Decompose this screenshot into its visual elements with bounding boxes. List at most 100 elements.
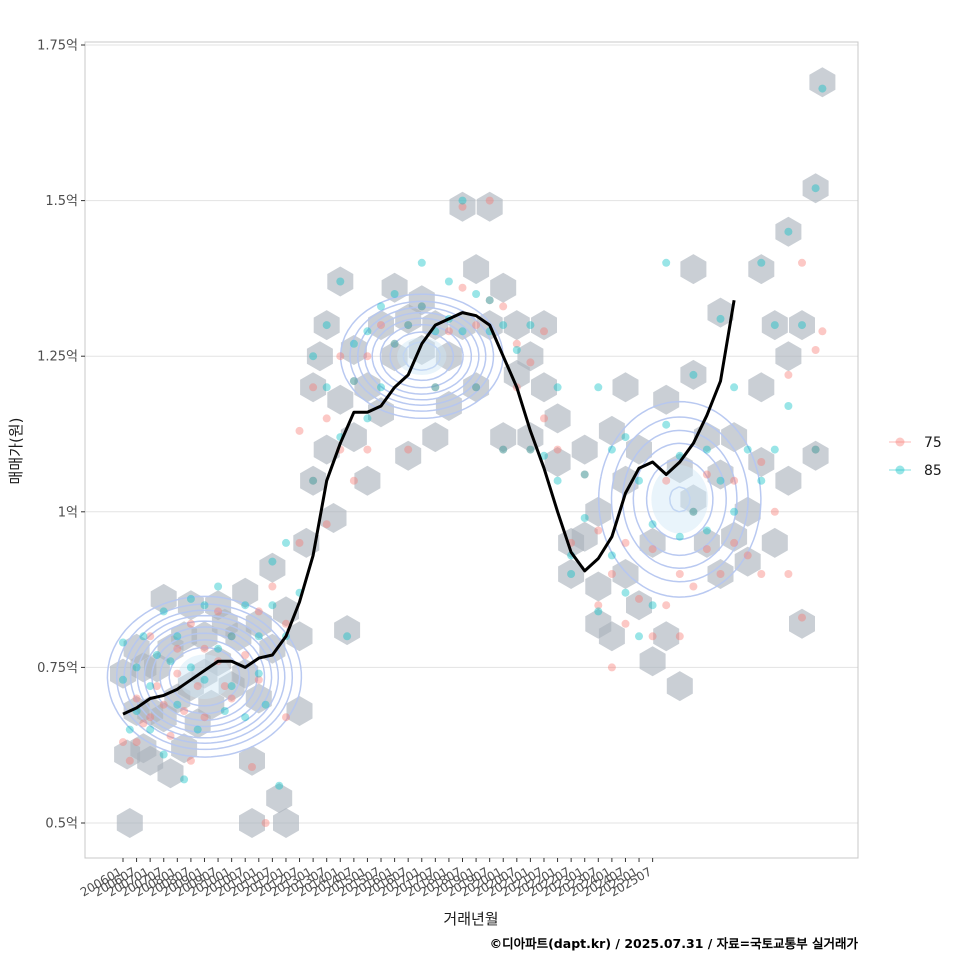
point-75 xyxy=(702,545,711,554)
y-axis: 0.5억 0.75억 1억 1.25억 1.5억 1.75억 xyxy=(37,39,85,832)
point-75 xyxy=(675,570,684,578)
point-85 xyxy=(607,445,616,454)
y-tick-label: 0.5억 xyxy=(45,817,78,832)
point-75 xyxy=(146,713,155,722)
point-85 xyxy=(254,632,263,641)
point-75 xyxy=(390,339,399,348)
panel-border xyxy=(84,41,859,859)
point-85 xyxy=(268,557,277,566)
point-75 xyxy=(526,358,535,367)
point-85 xyxy=(702,526,711,535)
point-75 xyxy=(743,551,752,560)
hexbin xyxy=(680,254,707,285)
point-75 xyxy=(125,756,134,765)
scatter-points xyxy=(119,84,827,827)
point-85 xyxy=(227,632,236,641)
point-85 xyxy=(784,402,793,410)
point-85 xyxy=(648,601,657,610)
hexbin xyxy=(761,310,788,341)
point-75 xyxy=(166,731,175,740)
point-75 xyxy=(431,383,440,392)
point-85 xyxy=(730,383,739,392)
point-85 xyxy=(377,383,385,392)
y-tick-label: 1.25억 xyxy=(37,350,78,365)
point-75 xyxy=(757,570,766,578)
hexbin xyxy=(490,422,517,453)
point-85 xyxy=(186,663,195,672)
point-85 xyxy=(648,520,657,529)
hexbin xyxy=(273,808,299,838)
point-75 xyxy=(186,756,195,765)
point-85 xyxy=(309,476,318,485)
point-75 xyxy=(662,601,671,610)
point-75 xyxy=(363,445,372,454)
point-75 xyxy=(607,663,616,672)
point-75 xyxy=(404,321,413,330)
point-85 xyxy=(119,638,127,647)
point-85 xyxy=(458,196,467,205)
hexbin xyxy=(558,559,585,589)
point-75 xyxy=(254,607,263,616)
hexbin xyxy=(531,310,557,341)
hexbin xyxy=(435,341,462,372)
hexbin xyxy=(144,652,170,683)
point-75 xyxy=(499,302,508,311)
point-85 xyxy=(322,383,331,392)
hexbin xyxy=(422,422,449,453)
hexbin xyxy=(721,422,748,453)
point-85 xyxy=(811,184,820,193)
point-75 xyxy=(173,669,182,678)
legend-key-point xyxy=(895,465,905,475)
point-75 xyxy=(798,613,806,622)
point-75 xyxy=(295,538,304,547)
hexbin xyxy=(286,696,313,726)
hexbin xyxy=(612,559,639,589)
hexbin xyxy=(666,671,693,702)
point-85 xyxy=(730,507,739,516)
point-75 xyxy=(152,682,161,691)
point-85 xyxy=(336,277,345,286)
point-75 xyxy=(363,352,372,361)
point-85 xyxy=(173,700,182,709)
point-85 xyxy=(159,607,168,616)
hexbin xyxy=(626,434,652,465)
point-75 xyxy=(675,632,684,641)
point-75 xyxy=(485,196,494,205)
point-85 xyxy=(689,370,698,379)
density-core xyxy=(397,337,447,376)
point-75 xyxy=(594,526,603,535)
point-85 xyxy=(635,476,643,485)
point-85 xyxy=(261,700,270,709)
point-75 xyxy=(309,383,318,392)
point-85 xyxy=(417,302,426,311)
point-85 xyxy=(770,321,779,330)
point-85 xyxy=(689,507,698,516)
point-75 xyxy=(818,327,827,336)
point-75 xyxy=(580,470,589,479)
point-85 xyxy=(770,445,779,454)
point-75 xyxy=(485,296,494,305)
point-85 xyxy=(363,327,372,336)
contour-line xyxy=(143,323,691,728)
point-75 xyxy=(811,346,820,354)
point-85 xyxy=(818,84,827,93)
hexbin xyxy=(306,341,333,372)
hexbin xyxy=(775,465,802,496)
hexbin xyxy=(395,303,422,334)
hexbin xyxy=(775,216,802,247)
point-85 xyxy=(363,414,372,423)
point-75 xyxy=(784,370,793,379)
point-75 xyxy=(159,700,168,709)
hexbin xyxy=(693,527,720,558)
point-85 xyxy=(607,551,616,560)
point-75 xyxy=(458,202,467,211)
hexbin xyxy=(259,552,286,583)
hexbin xyxy=(300,465,327,496)
point-85 xyxy=(146,725,155,734)
hexbin xyxy=(809,67,836,98)
point-75 xyxy=(200,713,209,722)
point-85 xyxy=(390,290,399,298)
point-75 xyxy=(322,414,331,423)
point-75 xyxy=(254,675,263,684)
point-75 xyxy=(757,458,766,466)
